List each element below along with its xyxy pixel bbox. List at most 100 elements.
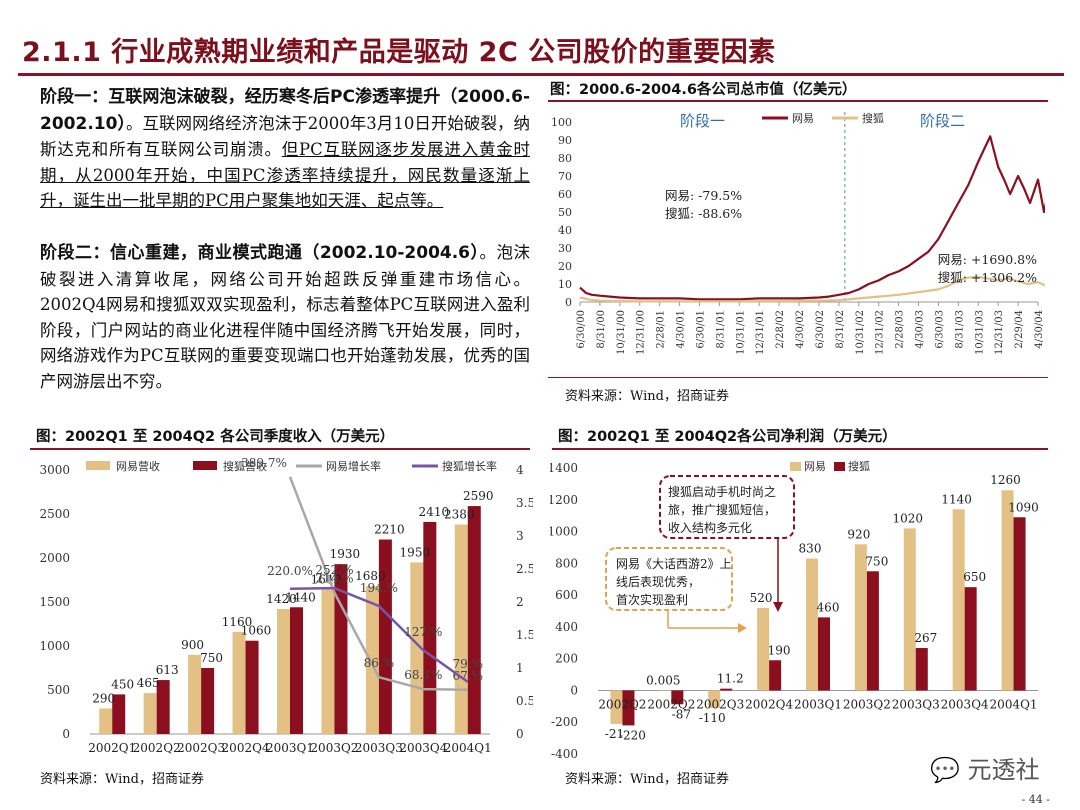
- sohu-annotation-line: 搜狐启动手机时尚之: [668, 484, 776, 499]
- netease-profit-label: 1260: [990, 473, 1021, 487]
- title-rule: [18, 73, 1064, 76]
- stage2-heading: 阶段二：信心重建，商业模式跑通（2002.10-2004.6）: [40, 243, 480, 263]
- stage1-sohu-change: 搜狐: -88.6%: [665, 206, 742, 221]
- stage2-label: 阶段二: [920, 112, 965, 130]
- watermark: 💬 元透社: [930, 750, 1040, 785]
- revenue-caption-rule: [30, 448, 530, 450]
- growth-label: 68.1%: [404, 668, 442, 682]
- y2-tick-label: 3.5: [516, 496, 533, 510]
- netease-profit-bar: [1001, 490, 1014, 691]
- sohu-revenue-bar: [423, 521, 437, 734]
- netease-revenue-label: 1680: [355, 569, 386, 583]
- profit-caption: 图：2002Q1 至 2004Q2各公司净利润（万美元）: [558, 429, 897, 445]
- x-tick-label: 2003Q4: [399, 741, 447, 755]
- netease-revenue-bar: [321, 589, 335, 734]
- sohu-profit-label: -87: [672, 707, 691, 721]
- growth-label: 389.7%: [241, 456, 287, 470]
- x-tick-label: 2003Q3: [355, 741, 403, 755]
- stage2-sohu-change: 搜狐: +1306.2%: [938, 270, 1037, 285]
- sohu-profit-bar: [866, 571, 879, 691]
- x-tick-label: 6/30/02: [815, 310, 826, 349]
- growth-label: 79.%: [453, 657, 484, 671]
- netease-revenue-label: 2380: [444, 508, 475, 522]
- x-tick-label: 10/31/01: [735, 310, 746, 355]
- x-tick-label: 2/28/03: [895, 310, 906, 349]
- y-tick-label: 1200: [550, 493, 578, 507]
- y-tick-label: 800: [555, 556, 578, 570]
- watermark-text: 元透社: [967, 756, 1040, 784]
- sohu-profit-bar: [720, 688, 733, 691]
- netease-annotation-line: 线后表现优秀，: [616, 575, 700, 589]
- y-tick-label: 200: [555, 652, 578, 666]
- netease-revenue-bar: [410, 562, 424, 734]
- y2-tick-label: 4: [516, 463, 524, 477]
- netease-profit-label: 520: [750, 591, 773, 605]
- y-tick-label: 0: [565, 296, 572, 309]
- netease-profit-bar: [952, 509, 965, 691]
- sohu-revenue-label: 2410: [419, 505, 450, 519]
- y-tick-label: -200: [551, 715, 578, 729]
- netease-profit-label: 0.005: [646, 673, 680, 687]
- netease-revenue-bar: [277, 609, 290, 734]
- x-tick-label: 2003Q1: [266, 741, 314, 755]
- profit-source: 资料来源：Wind，招商证券: [565, 772, 729, 787]
- netease-revenue-bar: [188, 654, 202, 734]
- y-tick-label: 3000: [39, 463, 70, 477]
- sohu-revenue-bar: [290, 607, 303, 734]
- y-tick-label: 1400: [550, 461, 578, 475]
- sohu-revenue-bar: [201, 668, 215, 734]
- market-cap-caption: 图：2000.6-2004.6各公司总市值（亿美元）: [550, 82, 857, 98]
- x-tick-label: 2002Q3: [696, 697, 744, 711]
- x-tick-label: 8/31/01: [715, 310, 726, 349]
- netease-profit-bar: [659, 690, 672, 691]
- x-tick-label: 12/31/03: [994, 310, 1005, 355]
- sohu-growth-line: [289, 586, 469, 683]
- wechat-icon: 💬: [930, 756, 968, 784]
- x-tick-label: 2003Q4: [941, 697, 989, 711]
- y2-tick-label: 3: [516, 529, 524, 543]
- netease-line: [579, 135, 1045, 301]
- x-tick-label: 2004Q1: [990, 697, 1038, 711]
- stage1-underlined: 但PC互联网逐步发展进入黄金时期，从2000年开始，中国PC渗透率持续提升，网民…: [40, 140, 531, 210]
- x-tick-label: 10/31/00: [616, 310, 627, 355]
- legend-swatch: [193, 461, 217, 470]
- x-tick-label: 10/31/03: [974, 310, 985, 355]
- x-tick-label: 2002Q1: [88, 741, 136, 755]
- growth-label: 127.%: [404, 625, 442, 639]
- y-tick-label: 20: [558, 260, 572, 273]
- netease-revenue-label: 290: [92, 691, 115, 705]
- sohu-revenue-label: 2590: [463, 489, 494, 503]
- x-tick-label: 2004Q1: [444, 741, 492, 755]
- y-tick-label: 100: [551, 116, 572, 129]
- sohu-profit-label: 750: [865, 554, 888, 568]
- netease-annotation-line: 网易《大话西游2》上: [616, 557, 732, 571]
- y2-tick-label: 0.5: [516, 694, 533, 708]
- netease-profit-bar: [757, 607, 770, 691]
- netease-annotation-line: 首次实现盈利: [616, 592, 688, 607]
- sohu-revenue-bar: [467, 506, 481, 734]
- x-tick-label: 2002Q2: [647, 697, 695, 711]
- netease-revenue-bar: [232, 631, 246, 734]
- x-tick-label: 8/31/02: [835, 310, 846, 349]
- growth-label: 67.%: [453, 669, 484, 683]
- y-tick-label: 400: [555, 620, 578, 634]
- legend-label: 搜狐增长率: [442, 459, 497, 473]
- netease-profit-label: 920: [847, 527, 870, 541]
- growth-label: 220.0%: [267, 564, 313, 578]
- revenue-source: 资料来源：Wind，招商证券: [40, 772, 204, 787]
- x-tick-label: 2002Q4: [745, 697, 793, 711]
- page-number: - 44 -: [1021, 793, 1050, 806]
- sohu-profit-bar: [964, 587, 977, 691]
- sohu-revenue-bar: [378, 539, 392, 734]
- x-tick-label: 10/31/02: [855, 310, 866, 355]
- sohu-revenue-label: 450: [111, 677, 134, 691]
- sohu-revenue-label: 1440: [285, 590, 316, 604]
- growth-label: 86.%: [364, 656, 395, 670]
- legend-label: 网易营收: [116, 459, 160, 473]
- netease-profit-bar: [854, 544, 867, 691]
- legend-netease-label: 网易: [792, 112, 814, 125]
- sohu-line: [579, 275, 1045, 303]
- stage1-body: 。互联网网络经济泡沫于2000年3月10日开始破裂，纳斯达克和所有互联网公司崩溃…: [40, 113, 530, 160]
- stage2-body: 。泡沫破裂进入清算收尾，网络公司开始超跌反弹重建市场信心。2002Q4网易和搜狐…: [40, 243, 531, 391]
- sohu-revenue-label: 750: [200, 651, 223, 665]
